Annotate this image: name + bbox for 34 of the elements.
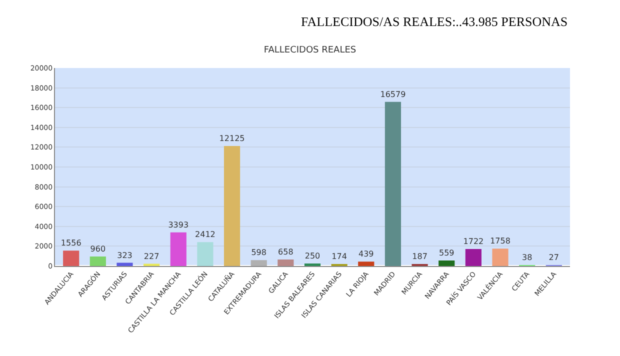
data-label: 250	[304, 252, 320, 261]
bar	[224, 146, 240, 266]
data-label: 16579	[380, 90, 406, 99]
data-label: 439	[358, 250, 374, 259]
text: FALLECIDOS/AS REALES:..43.985 PERSONAS	[301, 14, 568, 29]
bar	[197, 242, 214, 266]
data-label: 598	[251, 248, 266, 258]
bar	[358, 262, 374, 266]
data-label: 658	[278, 247, 294, 256]
bar	[170, 232, 186, 266]
data-label: 1556	[60, 238, 82, 248]
data-label: 1758	[490, 236, 510, 246]
data-label: 187	[412, 252, 428, 261]
data-label: 174	[332, 252, 347, 261]
bar	[250, 260, 267, 266]
chart-title: FALLECIDOS REALES	[264, 46, 356, 56]
data-label: 27	[548, 253, 559, 262]
data-label: 960	[90, 244, 106, 254]
data-label: 12125	[219, 134, 245, 143]
data-label: 3393	[168, 220, 189, 230]
bar	[63, 250, 80, 266]
data-label: 1722	[463, 236, 484, 246]
bar	[492, 248, 508, 266]
bar	[438, 260, 455, 266]
data-label: 323	[117, 250, 132, 260]
data-label: 38	[522, 253, 532, 262]
data-label: 227	[144, 252, 160, 261]
bar	[278, 259, 294, 266]
bar	[116, 262, 133, 266]
data-label: 559	[438, 248, 454, 258]
bar	[465, 248, 482, 266]
bar	[384, 102, 402, 266]
data-label: 2412	[195, 230, 216, 240]
bar	[90, 256, 106, 266]
